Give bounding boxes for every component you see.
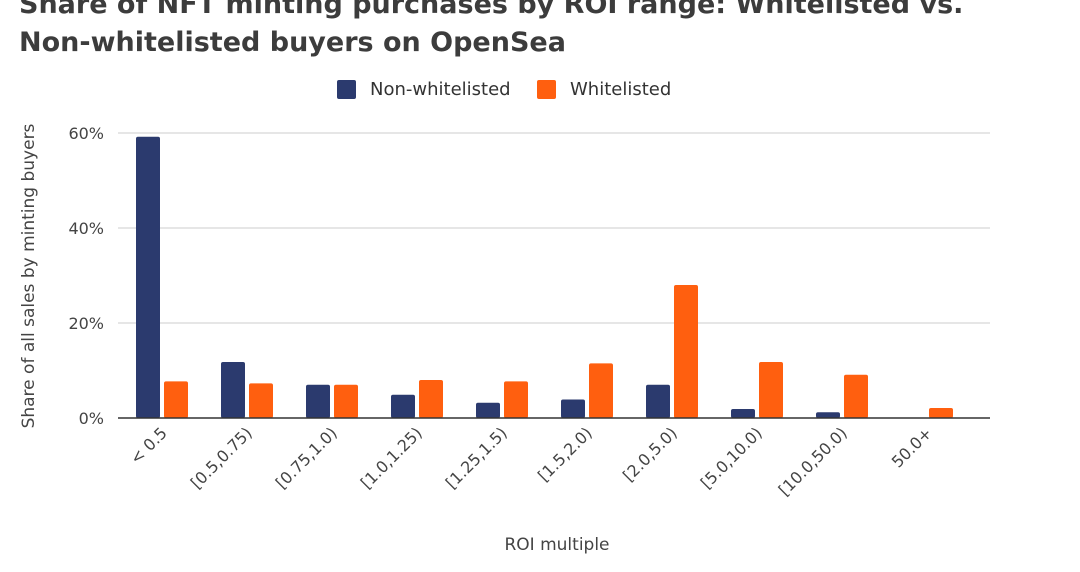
x-tick-label: [0.75,1.0) <box>272 423 341 492</box>
bar-whitelisted <box>589 363 613 418</box>
chart-title-line-2: Non-whitelisted buyers on OpenSea <box>19 27 566 58</box>
legend-swatch <box>337 80 356 99</box>
x-axis-title: ROI multiple <box>504 535 609 555</box>
x-axis-ticks: < 0.5 [0.5,0.75) [0.75,1.0) [1.0,1.25) [1.25… <box>126 423 936 499</box>
bar-whitelisted <box>334 384 358 418</box>
x-tick-label: [1.25,1.5) <box>442 423 511 492</box>
legend-label: Whitelisted <box>570 79 671 100</box>
bar-whitelisted <box>929 408 953 418</box>
chart-title-line-1: Share of NFT minting purchases by ROI ra… <box>19 0 964 20</box>
bar-whitelisted <box>164 381 188 418</box>
bar-whitelisted <box>504 381 528 418</box>
bar-non-whitelisted <box>136 136 160 419</box>
x-tick-label: [1.0,1.25) <box>357 423 426 492</box>
bar-whitelisted <box>674 285 698 418</box>
bar-non-whitelisted <box>221 361 245 418</box>
chart-gridlines <box>118 132 990 324</box>
x-tick-label: [2.0,5.0) <box>619 423 681 485</box>
chart-legend: Non-whitelisted Whitelisted <box>337 79 671 100</box>
bar-non-whitelisted <box>391 394 415 418</box>
y-tick-label: 20% <box>68 314 104 333</box>
legend-swatch <box>537 80 556 99</box>
x-tick-label: [10.0,50.0) <box>775 423 851 499</box>
bar-non-whitelisted <box>561 399 585 418</box>
bar-non-whitelisted <box>731 408 755 418</box>
bar-whitelisted <box>419 380 443 418</box>
bar-non-whitelisted <box>816 412 840 418</box>
x-tick-label: < 0.5 <box>126 423 171 468</box>
chart-bars <box>136 136 953 419</box>
y-tick-label: 40% <box>68 219 104 238</box>
y-axis-title: Share of all sales by minting buyers <box>19 123 39 428</box>
x-tick-label: 50.0+ <box>888 423 936 471</box>
y-axis-ticks: 0% 20% 40% 60% <box>68 124 104 428</box>
legend-label: Non-whitelisted <box>370 79 511 100</box>
bar-whitelisted <box>844 374 868 418</box>
bar-non-whitelisted <box>646 384 670 418</box>
x-tick-label: [1.5,2.0) <box>534 423 596 485</box>
x-tick-label: [5.0,10.0) <box>697 423 766 492</box>
bar-whitelisted <box>249 383 273 418</box>
bar-whitelisted <box>759 361 783 418</box>
chart-title: Share of NFT minting purchases by ROI ra… <box>19 0 1069 62</box>
y-tick-label: 60% <box>68 124 104 143</box>
y-tick-label: 0% <box>79 409 104 428</box>
bar-non-whitelisted <box>306 384 330 418</box>
bar-non-whitelisted <box>476 402 500 418</box>
x-tick-label: [0.5,0.75) <box>187 423 256 492</box>
